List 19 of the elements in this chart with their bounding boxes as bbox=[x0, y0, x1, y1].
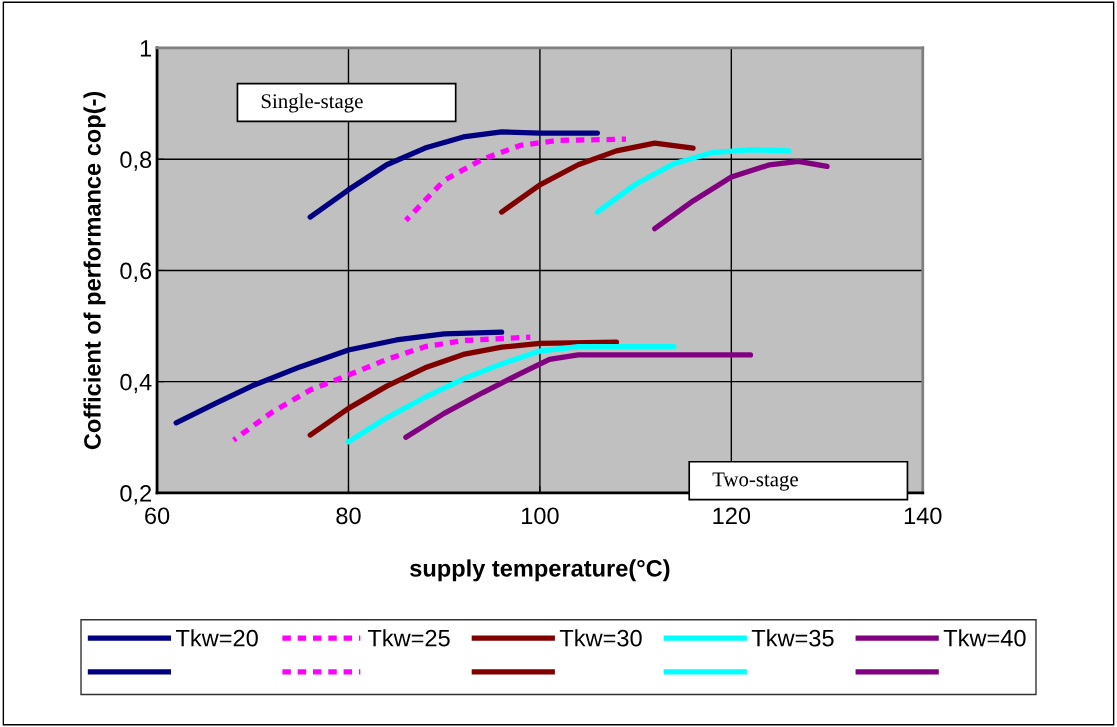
legend-label: Tkw=40 bbox=[943, 629, 1026, 647]
y-tick-label: 0,4 bbox=[120, 373, 152, 394]
y-tick-label: 0,8 bbox=[120, 151, 152, 171]
y-tick-label: 1 bbox=[140, 40, 152, 57]
x-tick-label: 120 bbox=[713, 507, 751, 525]
annotation: Two-stage bbox=[712, 472, 798, 491]
y-axis-title: Cofficient of performance cop(-) bbox=[83, 91, 106, 450]
legend-label: Tkw=25 bbox=[367, 629, 450, 647]
x-tick-label: 100 bbox=[522, 507, 559, 525]
x-axis-title: supply temperature(°C) bbox=[410, 559, 670, 582]
x-tick-label: 140 bbox=[904, 507, 942, 525]
y-tick-label: 0,2 bbox=[120, 484, 152, 505]
annotation: Single-stage bbox=[261, 93, 363, 113]
legend-label: Tkw=30 bbox=[559, 629, 642, 647]
legend-label: Tkw=20 bbox=[175, 629, 258, 647]
x-tick-label: 80 bbox=[336, 507, 361, 525]
y-tick-label: 0,6 bbox=[120, 262, 152, 283]
legend-label: Tkw=35 bbox=[751, 629, 834, 647]
x-tick-label: 60 bbox=[145, 507, 170, 525]
